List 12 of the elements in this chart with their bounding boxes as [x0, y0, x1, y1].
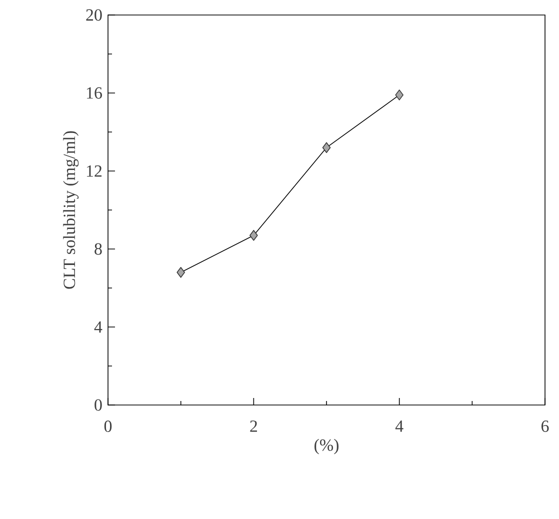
x-tick-label: 0 — [104, 420, 112, 432]
y-tick-label: 16 — [86, 87, 102, 99]
y-tick-label: 20 — [86, 9, 102, 21]
y-tick-label: 0 — [94, 399, 102, 411]
y-tick-label: 8 — [94, 243, 102, 255]
x-tick-label: 4 — [395, 420, 404, 432]
y-tick-label: 4 — [94, 321, 102, 333]
x-tick-label: 6 — [541, 420, 549, 432]
y-axis-title: CLT solubility (mg/ml) — [63, 131, 79, 289]
y-tick-label: 12 — [86, 165, 102, 177]
x-axis-title: (%) — [314, 438, 338, 454]
x-tick-label: 2 — [250, 420, 257, 432]
